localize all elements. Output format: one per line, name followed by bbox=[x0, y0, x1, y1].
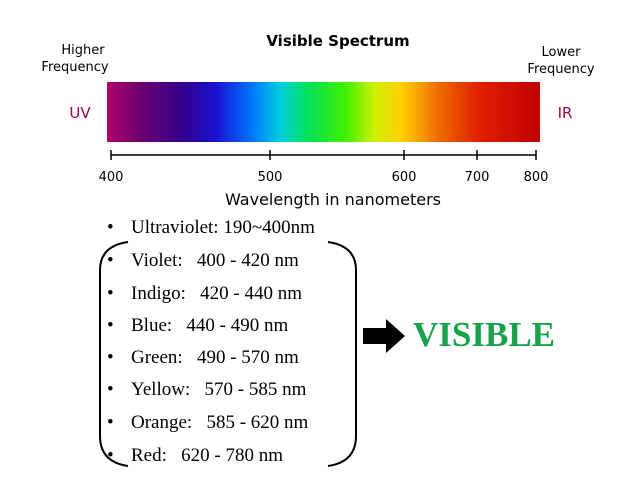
right-label: Lower bbox=[542, 45, 582, 60]
list-item: Violet: 400 - 420 nm bbox=[131, 250, 299, 271]
right-label: Frequency bbox=[527, 62, 594, 77]
bracket-left bbox=[99, 241, 129, 467]
bracket-right bbox=[327, 241, 357, 467]
left-label: Higher bbox=[61, 43, 105, 58]
bullet: • bbox=[107, 412, 114, 433]
list-item: Yellow: 570 - 585 nm bbox=[131, 379, 307, 400]
title: Visible Spectrum bbox=[266, 32, 409, 50]
axis bbox=[110, 150, 537, 160]
tick-label: 700 bbox=[465, 170, 490, 185]
bullet: • bbox=[107, 217, 114, 238]
bullet: • bbox=[107, 445, 114, 466]
bullet: • bbox=[107, 315, 114, 336]
axis-label: Wavelength in nanometers bbox=[225, 190, 441, 209]
callout: VISIBLE bbox=[413, 315, 555, 354]
left-label: Frequency bbox=[41, 60, 108, 75]
list-item: Green: 490 - 570 nm bbox=[131, 347, 299, 368]
uv-label: UV bbox=[69, 104, 91, 122]
spectrum-bar bbox=[107, 82, 540, 142]
tick-label: 800 bbox=[524, 170, 549, 185]
list-item: Red: 620 - 780 nm bbox=[131, 445, 283, 466]
tick-label: 500 bbox=[258, 170, 283, 185]
bullet: • bbox=[107, 283, 114, 304]
tick-label: 600 bbox=[392, 170, 417, 185]
tick-label: 400 bbox=[99, 170, 124, 185]
list-item: Blue: 440 - 490 nm bbox=[131, 315, 288, 336]
list-item: Ultraviolet: 190~400nm bbox=[131, 217, 315, 238]
list-item: Orange: 585 - 620 nm bbox=[131, 412, 309, 433]
arrow bbox=[363, 319, 405, 353]
ir-label: IR bbox=[558, 104, 573, 122]
list-item: Indigo: 420 - 440 nm bbox=[131, 283, 302, 304]
bullet: • bbox=[107, 379, 114, 400]
bullet: • bbox=[107, 250, 114, 271]
bullet: • bbox=[107, 347, 114, 368]
